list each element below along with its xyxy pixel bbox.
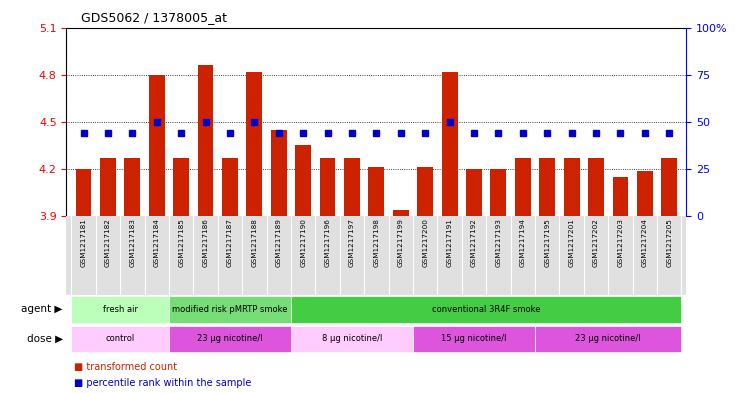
Text: GSM1217191: GSM1217191 bbox=[446, 219, 452, 267]
Bar bbox=[588, 158, 604, 216]
Bar bbox=[72, 326, 169, 352]
Text: GSM1217205: GSM1217205 bbox=[666, 219, 672, 267]
Text: GSM1217183: GSM1217183 bbox=[129, 219, 135, 267]
Bar bbox=[198, 65, 213, 216]
Bar bbox=[344, 158, 360, 216]
Text: modified risk pMRTP smoke: modified risk pMRTP smoke bbox=[172, 305, 288, 314]
Bar bbox=[125, 158, 140, 216]
Text: control: control bbox=[106, 334, 135, 343]
Text: GSM1217198: GSM1217198 bbox=[373, 219, 379, 267]
Bar bbox=[491, 169, 506, 216]
Bar bbox=[466, 169, 482, 216]
Text: GSM1217203: GSM1217203 bbox=[618, 219, 624, 267]
Text: ■ percentile rank within the sample: ■ percentile rank within the sample bbox=[74, 378, 251, 388]
Text: 23 μg nicotine/l: 23 μg nicotine/l bbox=[576, 334, 641, 343]
Text: GSM1217189: GSM1217189 bbox=[276, 219, 282, 267]
Text: GSM1217194: GSM1217194 bbox=[520, 219, 525, 267]
Bar bbox=[291, 326, 413, 352]
Bar bbox=[515, 158, 531, 216]
Bar bbox=[295, 145, 311, 216]
Bar bbox=[368, 167, 384, 216]
Text: GSM1217195: GSM1217195 bbox=[544, 219, 551, 267]
Bar bbox=[246, 72, 262, 216]
Text: GSM1217199: GSM1217199 bbox=[398, 219, 404, 267]
Text: GSM1217184: GSM1217184 bbox=[154, 219, 159, 267]
Bar bbox=[393, 210, 409, 216]
Bar bbox=[539, 158, 555, 216]
Bar bbox=[222, 158, 238, 216]
Bar bbox=[441, 72, 458, 216]
Text: conventional 3R4F smoke: conventional 3R4F smoke bbox=[432, 305, 540, 314]
Bar bbox=[149, 75, 165, 216]
Bar bbox=[100, 158, 116, 216]
Bar bbox=[291, 296, 681, 323]
Bar bbox=[169, 326, 291, 352]
Text: GSM1217192: GSM1217192 bbox=[471, 219, 477, 267]
Text: GSM1217193: GSM1217193 bbox=[495, 219, 501, 267]
Bar bbox=[173, 158, 189, 216]
Text: dose ▶: dose ▶ bbox=[27, 334, 63, 344]
Text: GSM1217187: GSM1217187 bbox=[227, 219, 233, 267]
Text: GSM1217190: GSM1217190 bbox=[300, 219, 306, 267]
Bar bbox=[320, 158, 336, 216]
Text: 23 μg nicotine/l: 23 μg nicotine/l bbox=[197, 334, 263, 343]
Text: fresh air: fresh air bbox=[103, 305, 137, 314]
Text: agent ▶: agent ▶ bbox=[21, 305, 63, 314]
Bar bbox=[564, 158, 579, 216]
Bar bbox=[417, 167, 433, 216]
Text: GSM1217201: GSM1217201 bbox=[569, 219, 575, 267]
Text: ■ transformed count: ■ transformed count bbox=[74, 362, 177, 373]
Bar bbox=[75, 169, 92, 216]
Bar bbox=[613, 177, 628, 216]
Bar bbox=[661, 158, 677, 216]
Text: GSM1217197: GSM1217197 bbox=[349, 219, 355, 267]
Text: GSM1217185: GSM1217185 bbox=[178, 219, 184, 267]
Bar bbox=[535, 326, 681, 352]
Text: GSM1217186: GSM1217186 bbox=[202, 219, 209, 267]
Text: GSM1217202: GSM1217202 bbox=[593, 219, 599, 267]
Bar bbox=[72, 296, 169, 323]
Bar bbox=[637, 171, 653, 216]
Text: GSM1217204: GSM1217204 bbox=[642, 219, 648, 267]
Text: GSM1217188: GSM1217188 bbox=[252, 219, 258, 267]
Bar bbox=[169, 296, 291, 323]
Bar bbox=[271, 130, 286, 216]
Bar bbox=[413, 326, 535, 352]
Text: GSM1217182: GSM1217182 bbox=[105, 219, 111, 267]
Text: GDS5062 / 1378005_at: GDS5062 / 1378005_at bbox=[81, 11, 227, 24]
Text: 15 μg nicotine/l: 15 μg nicotine/l bbox=[441, 334, 507, 343]
Text: GSM1217200: GSM1217200 bbox=[422, 219, 428, 267]
Text: GSM1217196: GSM1217196 bbox=[325, 219, 331, 267]
Text: GSM1217181: GSM1217181 bbox=[80, 219, 86, 267]
Text: 8 μg nicotine/l: 8 μg nicotine/l bbox=[322, 334, 382, 343]
